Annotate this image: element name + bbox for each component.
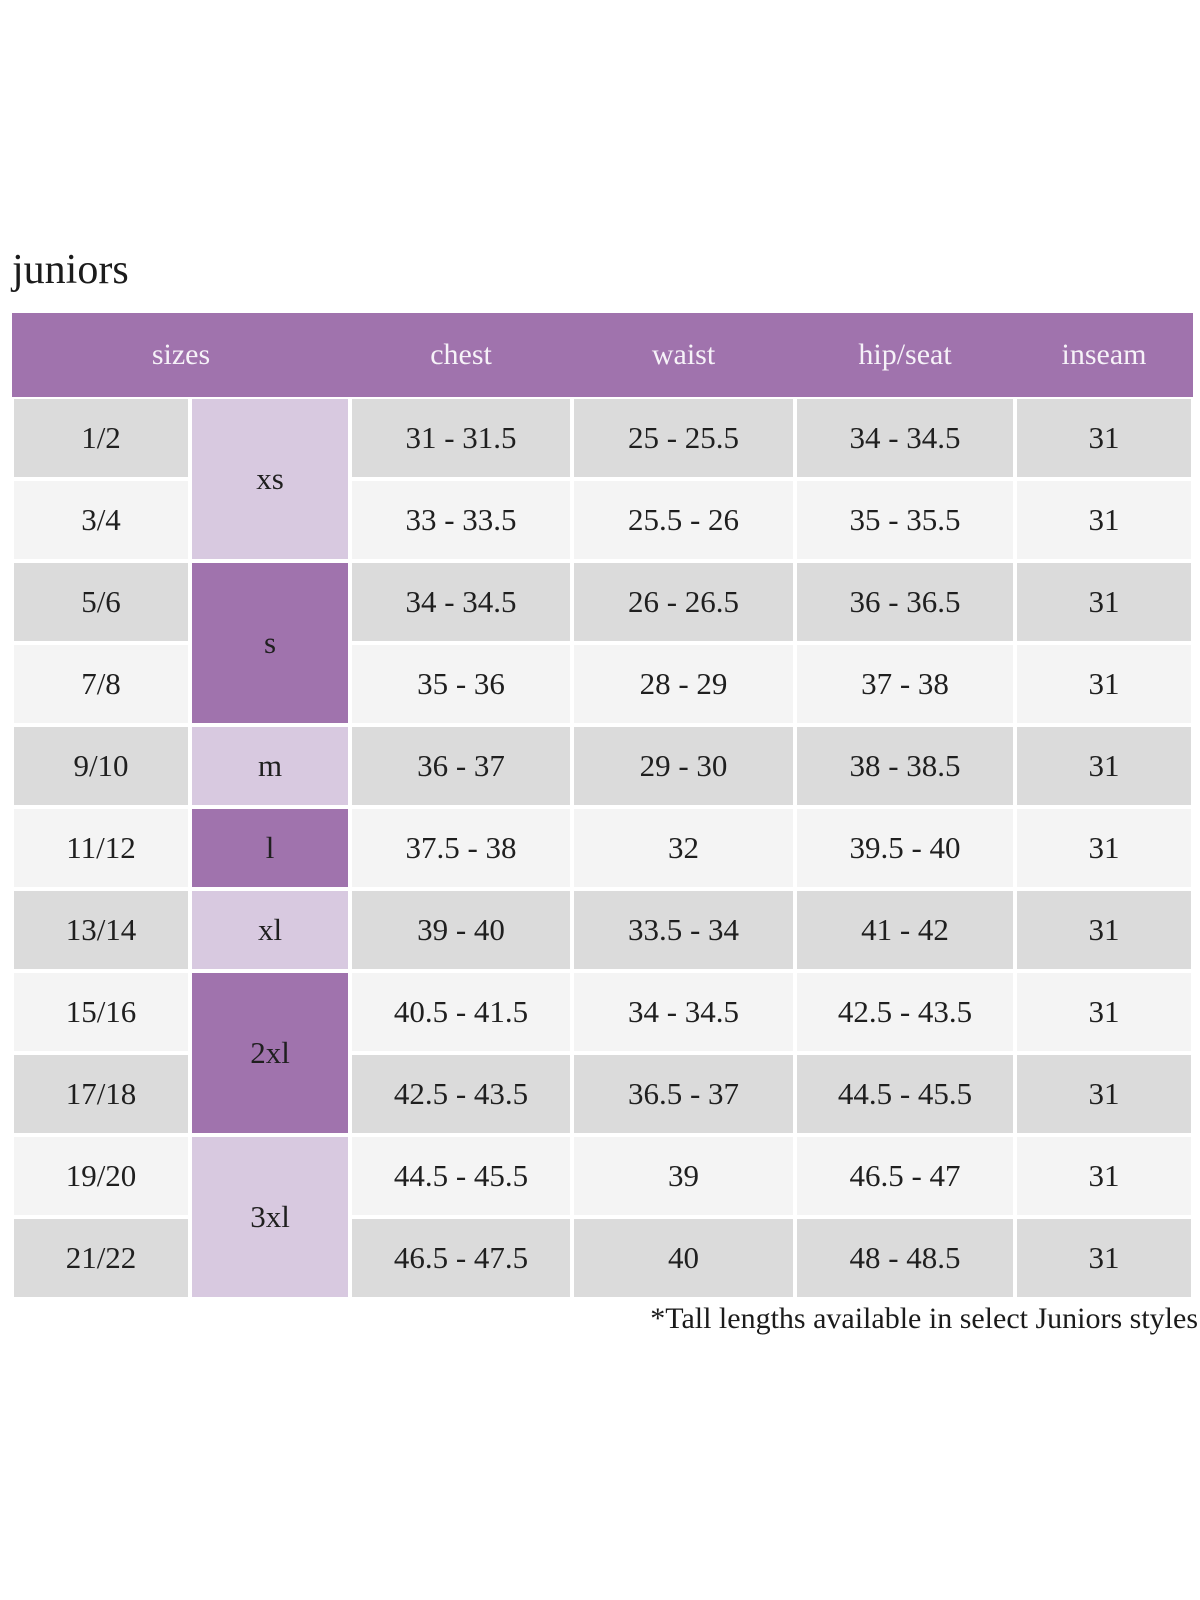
cell-hip-seat: 38 - 38.5 [795, 725, 1016, 807]
cell-hip-seat: 46.5 - 47 [795, 1135, 1016, 1217]
cell-size-group-l: l [190, 807, 351, 889]
cell-hip-seat: 39.5 - 40 [795, 807, 1016, 889]
cell-size-group-s: s [190, 561, 351, 725]
cell-hip-seat: 35 - 35.5 [795, 479, 1016, 561]
cell-chest: 44.5 - 45.5 [350, 1135, 573, 1217]
cell-size: 7/8 [12, 643, 190, 725]
cell-chest: 37.5 - 38 [350, 807, 573, 889]
cell-chest: 34 - 34.5 [350, 561, 573, 643]
header-waist: waist [572, 313, 796, 397]
table-row: 3/4 33 - 33.5 25.5 - 26 35 - 35.5 31 [12, 479, 1194, 561]
table-row: 13/14 xl 39 - 40 33.5 - 34 41 - 42 31 [12, 889, 1194, 971]
cell-waist: 29 - 30 [572, 725, 796, 807]
table-row: 15/16 2xl 40.5 - 41.5 34 - 34.5 42.5 - 4… [12, 971, 1194, 1135]
cell-inseam: 31 [1015, 1135, 1194, 1217]
cell-inseam: 31 [1015, 1053, 1194, 1135]
cell-size: 21/22 [12, 1217, 190, 1299]
table-row: 7/8 35 - 36 28 - 29 37 - 38 31 [12, 643, 1194, 725]
cell-size-group-2xl: 2xl [190, 971, 351, 1135]
cell-waist: 26 - 26.5 [572, 561, 796, 643]
header-hip-seat: hip/seat [795, 313, 1016, 397]
cell-waist: 33.5 - 34 [572, 889, 796, 971]
cell-inseam: 31 [1015, 971, 1194, 1053]
cell-size: 15/16 [12, 971, 190, 1053]
cell-size: 13/14 [12, 889, 190, 971]
header-sizes: sizes [12, 313, 351, 397]
table-row: 1/2 xs 31 - 31.5 25 - 25.5 34 - 34.5 31 [12, 397, 1194, 561]
cell-waist: 25.5 - 26 [572, 479, 796, 561]
tall-lengths-footnote: *Tall lengths available in select Junior… [650, 1302, 1198, 1335]
cell-size-group-3xl: 3xl [190, 1135, 351, 1299]
cell-size: 5/6 [12, 561, 190, 643]
juniors-size-table: sizes chest waist hip/seat inseam 1/2 xs… [12, 313, 1194, 1299]
table-row: 5/6 s 34 - 34.5 26 - 26.5 36 - 36.5 31 [12, 561, 1194, 725]
cell-hip-seat: 48 - 48.5 [795, 1217, 1016, 1299]
cell-size: 19/20 [12, 1135, 190, 1217]
cell-hip-seat: 34 - 34.5 [795, 397, 1016, 479]
cell-chest: 40.5 - 41.5 [350, 971, 573, 1053]
cell-chest: 33 - 33.5 [350, 479, 573, 561]
cell-size: 1/2 [12, 397, 190, 479]
cell-chest: 35 - 36 [350, 643, 573, 725]
cell-chest: 36 - 37 [350, 725, 573, 807]
cell-hip-seat: 37 - 38 [795, 643, 1016, 725]
page-title: juniors [12, 247, 129, 293]
cell-hip-seat: 42.5 - 43.5 [795, 971, 1016, 1053]
cell-waist: 34 - 34.5 [572, 971, 796, 1053]
cell-inseam: 31 [1015, 643, 1194, 725]
cell-waist: 39 [572, 1135, 796, 1217]
cell-waist: 25 - 25.5 [572, 397, 796, 479]
cell-chest: 39 - 40 [350, 889, 573, 971]
cell-size: 9/10 [12, 725, 190, 807]
cell-inseam: 31 [1015, 889, 1194, 971]
cell-inseam: 31 [1015, 397, 1194, 479]
cell-chest: 31 - 31.5 [350, 397, 573, 479]
cell-size-group-xs: xs [190, 397, 351, 561]
table-row: 21/22 46.5 - 47.5 40 48 - 48.5 31 [12, 1217, 1194, 1299]
header-chest: chest [350, 313, 573, 397]
cell-size: 3/4 [12, 479, 190, 561]
cell-size-group-m: m [190, 725, 351, 807]
cell-hip-seat: 41 - 42 [795, 889, 1016, 971]
table-row: 19/20 3xl 44.5 - 45.5 39 46.5 - 47 31 [12, 1135, 1194, 1299]
cell-inseam: 31 [1015, 725, 1194, 807]
cell-hip-seat: 44.5 - 45.5 [795, 1053, 1016, 1135]
cell-size: 17/18 [12, 1053, 190, 1135]
table-row: 11/12 l 37.5 - 38 32 39.5 - 40 31 [12, 807, 1194, 889]
cell-waist: 36.5 - 37 [572, 1053, 796, 1135]
cell-size-group-xl: xl [190, 889, 351, 971]
table-row: 9/10 m 36 - 37 29 - 30 38 - 38.5 31 [12, 725, 1194, 807]
cell-waist: 40 [572, 1217, 796, 1299]
table-row: 17/18 42.5 - 43.5 36.5 - 37 44.5 - 45.5 … [12, 1053, 1194, 1135]
cell-inseam: 31 [1015, 561, 1194, 643]
cell-waist: 32 [572, 807, 796, 889]
cell-waist: 28 - 29 [572, 643, 796, 725]
header-inseam: inseam [1015, 313, 1194, 397]
cell-inseam: 31 [1015, 1217, 1194, 1299]
cell-chest: 46.5 - 47.5 [350, 1217, 573, 1299]
cell-size: 11/12 [12, 807, 190, 889]
cell-chest: 42.5 - 43.5 [350, 1053, 573, 1135]
cell-hip-seat: 36 - 36.5 [795, 561, 1016, 643]
cell-inseam: 31 [1015, 479, 1194, 561]
header-row: sizes chest waist hip/seat inseam [12, 313, 1194, 397]
cell-inseam: 31 [1015, 807, 1194, 889]
